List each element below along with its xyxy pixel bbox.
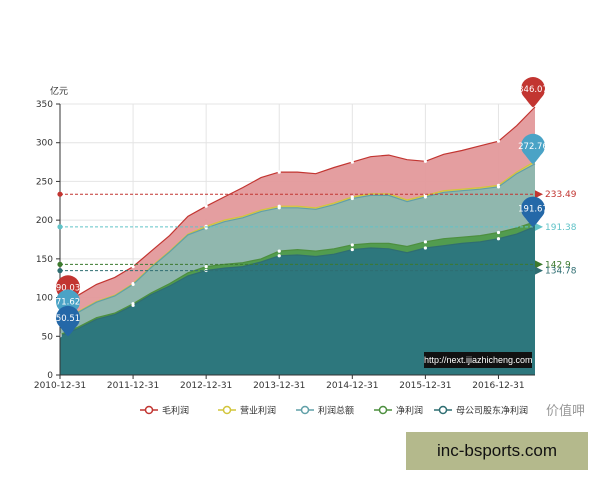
pin-head (521, 77, 545, 102)
data-point (277, 206, 281, 210)
x-tick-label: 2014-12-31 (326, 381, 378, 391)
data-point (277, 170, 281, 174)
data-point (350, 247, 354, 252)
y-tick-label: 200 (36, 216, 53, 226)
legend-marker (438, 405, 448, 415)
legend[interactable]: 毛利润 营业利润 利润总额 净利润 母公司股东净利润 (140, 405, 528, 417)
data-point (204, 204, 208, 208)
axes: 0 50 100 150 200 250 300 350 2010-12-31 2011-12-3… (34, 100, 535, 391)
promo-banner: inc-bsports.com (406, 432, 588, 470)
legend-label: 母公司股东净利润 (456, 405, 528, 417)
line-净利润 (59, 221, 536, 336)
x-tick-label: 2011-12-31 (107, 381, 159, 391)
legend-item-净利润[interactable]: 净利润 (374, 405, 423, 417)
pin-label: 90.03 (56, 283, 80, 293)
legend-item-营业利润[interactable]: 营业利润 (218, 405, 276, 417)
markline-label: 191.38 (545, 223, 577, 233)
data-point (496, 185, 501, 189)
legend-label: 营业利润 (240, 405, 276, 417)
pin-label: 50.51 (56, 314, 80, 324)
data-point (423, 240, 427, 244)
y-tick-label: 350 (36, 100, 53, 110)
line-毛利润 (59, 106, 536, 306)
legend-item-利润总额[interactable]: 利润总额 (296, 405, 354, 417)
x-tick-label: 2015-12-31 (399, 381, 451, 391)
y-tick-label: 0 (47, 371, 53, 381)
series-areas (58, 106, 536, 375)
data-point (350, 196, 354, 201)
legend-label: 毛利润 (162, 405, 189, 417)
markline-label: 142.9 (545, 260, 571, 270)
data-point (350, 243, 354, 247)
markline-arrow (535, 222, 543, 231)
pin-label: 272.76 (518, 142, 548, 152)
watermark-text: 价值呷 (546, 404, 586, 419)
x-tick-label: 2012-12-31 (180, 381, 232, 391)
legend-marker (300, 405, 310, 415)
data-point (350, 160, 354, 164)
pin-head (56, 305, 80, 330)
markline-label: 233.49 (545, 190, 577, 200)
pin-label: 191.67 (518, 205, 548, 215)
y-tick-label: 50 (42, 332, 54, 342)
data-point (131, 303, 135, 307)
y-tick-label: 300 (36, 139, 53, 149)
markline-arrow (535, 260, 543, 269)
pin-label: 71.62 (56, 298, 80, 308)
source-url-label: http://next.ijiazhicheng.com (424, 352, 533, 368)
markline-arrow (535, 266, 543, 275)
value-pins: 90.03 71.62 50.51 346.07 272.76 191.67 (56, 77, 548, 337)
x-tick-label: 2016-12-31 (472, 381, 524, 391)
markline-label: 134.78 (545, 267, 577, 277)
legend-marker (222, 405, 232, 415)
legend-marker (144, 405, 154, 415)
area-母公司股东净利润 (60, 226, 535, 375)
y-axis-title: 亿元 (50, 85, 68, 97)
y-tick-label: 100 (36, 294, 53, 304)
markline-arrow (535, 190, 543, 199)
legend-item-母公司股东净利润[interactable]: 母公司股东净利润 (434, 405, 528, 417)
data-point (277, 249, 281, 253)
data-point (496, 237, 501, 241)
pin-head (521, 196, 545, 221)
pin-label: 346.07 (518, 85, 548, 95)
line-母公司股东净利润 (59, 226, 536, 337)
legend-label: 净利润 (396, 405, 423, 417)
y-tick-label: 250 (36, 177, 53, 187)
x-tick-label: 2010-12-31 (34, 381, 86, 391)
data-point (496, 139, 501, 143)
data-point (423, 246, 427, 250)
line-利润总额 (59, 163, 536, 321)
legend-marker (378, 405, 388, 415)
x-tick-label: 2013-12-31 (253, 381, 305, 391)
data-point (131, 265, 135, 269)
data-point (423, 159, 427, 163)
data-point (277, 254, 281, 258)
data-point (131, 282, 135, 287)
legend-label: 利润总额 (318, 405, 354, 417)
data-point (423, 195, 427, 199)
y-tick-label: 150 (36, 255, 53, 265)
data-point (204, 265, 208, 269)
pin-head (521, 133, 545, 158)
legend-item-毛利润[interactable]: 毛利润 (140, 405, 189, 417)
data-point (496, 230, 501, 235)
